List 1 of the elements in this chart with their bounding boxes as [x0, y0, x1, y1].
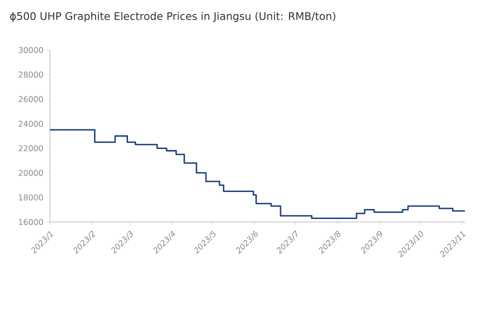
chart-title: ϕ500 UHP Graphite Electrode Prices in Jiangsu (Unit: RMB/ton): [10, 12, 336, 22]
